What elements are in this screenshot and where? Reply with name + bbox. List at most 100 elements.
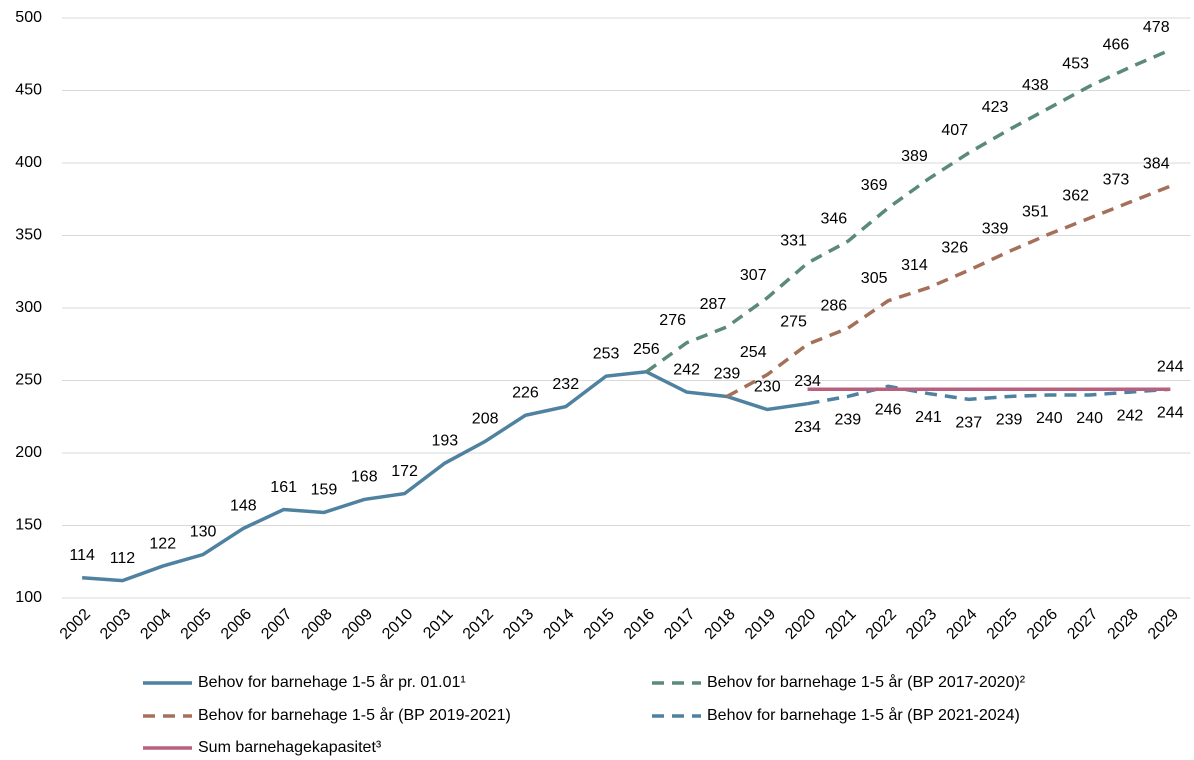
data-label: 244 — [1157, 358, 1184, 375]
x-tick-label: 2018 — [702, 606, 739, 643]
data-label: 331 — [780, 232, 807, 249]
data-label: 339 — [982, 221, 1009, 238]
x-tick-label: 2006 — [218, 606, 255, 643]
data-label: 161 — [270, 479, 297, 496]
x-tick-label: 2016 — [621, 606, 658, 643]
data-label: 242 — [1117, 407, 1144, 424]
data-label: 453 — [1062, 55, 1089, 72]
data-label: 305 — [861, 270, 888, 287]
data-label: 122 — [149, 535, 176, 552]
x-tick-label: 2007 — [258, 606, 295, 643]
data-label: 130 — [190, 524, 217, 541]
data-label: 239 — [834, 412, 861, 429]
data-label: 314 — [901, 257, 928, 274]
data-label: 478 — [1143, 19, 1170, 36]
data-label: 241 — [915, 409, 942, 426]
x-tick-label: 2023 — [903, 606, 940, 643]
data-label: 346 — [820, 211, 847, 228]
data-label: 384 — [1143, 155, 1170, 172]
data-label: 114 — [69, 547, 95, 564]
legend-label: Behov for barnehage 1-5 år (BP 2019-2021… — [198, 706, 511, 724]
data-label: 242 — [673, 361, 700, 378]
data-label: 389 — [901, 148, 928, 165]
data-label: 307 — [740, 267, 767, 284]
data-label: 232 — [552, 376, 579, 393]
data-label: 159 — [311, 482, 338, 499]
data-label: 254 — [740, 344, 767, 361]
series-line — [807, 384, 1171, 406]
x-tick-label: 2005 — [178, 606, 215, 643]
data-label: 256 — [633, 341, 660, 358]
x-tick-label: 2022 — [863, 606, 900, 643]
series-line — [82, 370, 808, 583]
x-tick-label: 2009 — [339, 606, 376, 643]
x-tick-label: 2028 — [1105, 606, 1142, 643]
x-tick-label: 2014 — [540, 606, 577, 643]
y-tick-label: 450 — [15, 82, 42, 99]
x-tick-label: 2019 — [742, 606, 779, 643]
data-label: 168 — [351, 469, 378, 486]
y-tick-label: 100 — [15, 589, 42, 606]
y-tick-label: 500 — [15, 9, 42, 26]
x-tick-label: 2004 — [137, 606, 174, 643]
data-label: 373 — [1103, 171, 1130, 188]
data-label: 275 — [780, 313, 807, 330]
data-label: 276 — [659, 312, 686, 329]
x-tick-label: 2013 — [500, 606, 537, 643]
data-label: 369 — [861, 177, 888, 194]
y-tick-label: 300 — [15, 299, 42, 316]
data-label: 148 — [230, 498, 257, 515]
y-tick-label: 250 — [15, 372, 42, 389]
data-label: 423 — [982, 99, 1009, 116]
data-label: 286 — [820, 298, 847, 315]
data-label: 407 — [941, 122, 968, 139]
x-tick-label: 2011 — [420, 606, 456, 642]
data-label: 112 — [110, 550, 136, 567]
legend-label: Behov for barnehage 1-5 år pr. 01.01¹ — [198, 673, 466, 691]
x-tick-label: 2010 — [379, 606, 416, 643]
series-line — [726, 184, 1171, 398]
data-label: 234 — [794, 373, 821, 390]
data-label: 172 — [391, 463, 418, 480]
data-label: 253 — [593, 345, 620, 362]
data-label: 244 — [1157, 404, 1184, 421]
data-label: 208 — [472, 411, 499, 428]
x-tick-label: 2026 — [1024, 606, 1061, 643]
data-label: 246 — [875, 402, 902, 419]
y-tick-label: 150 — [15, 517, 42, 534]
x-tick-label: 2003 — [97, 606, 134, 643]
data-label: 230 — [754, 379, 781, 396]
series-line — [645, 48, 1171, 374]
y-tick-label: 200 — [15, 444, 42, 461]
data-label: 237 — [955, 415, 982, 432]
data-label: 351 — [1022, 203, 1049, 220]
x-tick-label: 2008 — [299, 606, 336, 643]
x-tick-label: 2002 — [57, 606, 94, 643]
data-label: 193 — [431, 432, 458, 449]
x-tick-label: 2027 — [1064, 606, 1101, 643]
x-tick-label: 2020 — [782, 606, 819, 643]
y-tick-label: 400 — [15, 154, 42, 171]
data-label: 239 — [714, 366, 741, 383]
x-tick-label: 2015 — [581, 606, 618, 643]
data-label: 226 — [512, 385, 539, 402]
x-tick-label: 2017 — [661, 606, 698, 643]
data-label: 438 — [1022, 77, 1049, 94]
legend-label: Sum barnehagekapasitet³ — [198, 739, 382, 756]
data-label: 362 — [1062, 187, 1089, 204]
data-label: 234 — [794, 419, 821, 436]
x-tick-label: 2024 — [943, 606, 980, 643]
data-label: 240 — [1076, 410, 1103, 427]
legend-label: Behov for barnehage 1-5 år (BP 2021-2024… — [707, 706, 1020, 724]
data-label: 240 — [1036, 410, 1063, 427]
x-tick-label: 2025 — [984, 606, 1021, 643]
data-label: 466 — [1103, 37, 1130, 54]
y-tick-label: 350 — [15, 227, 42, 244]
x-tick-label: 2029 — [1145, 606, 1182, 643]
legend-label: Behov for barnehage 1-5 år (BP 2017-2020… — [707, 673, 1026, 691]
data-label: 326 — [941, 240, 968, 257]
data-label: 239 — [996, 412, 1023, 429]
x-tick-label: 2021 — [822, 606, 859, 643]
x-tick-label: 2012 — [460, 606, 497, 643]
